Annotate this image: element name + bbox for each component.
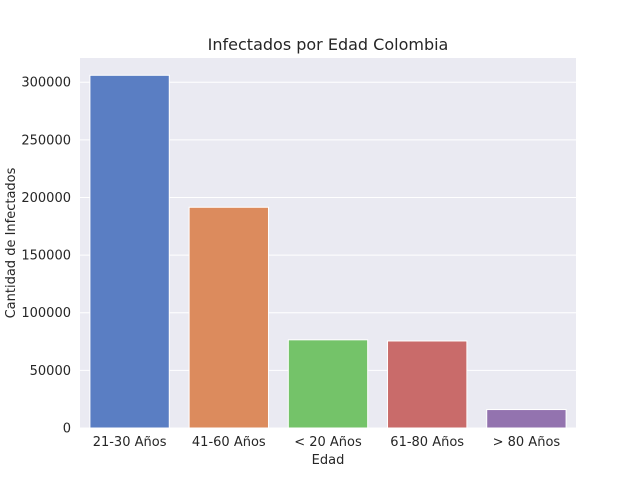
bar	[387, 340, 468, 429]
y-tick-label: 200000	[21, 191, 71, 206]
x-axis-label: Edad	[312, 453, 345, 468]
x-tick-label: 61-80 Años	[390, 435, 464, 450]
bars	[89, 74, 567, 429]
chart-title: Infectados por Edad Colombia	[208, 35, 449, 54]
y-axis-label: Cantidad de Infectados	[4, 167, 19, 318]
y-tick-label: 300000	[21, 76, 71, 91]
bar	[486, 409, 567, 429]
y-tick-labels: 0 50000 100000 150000 200000 250000 300000	[21, 76, 71, 437]
bar	[287, 339, 369, 429]
x-tick-label: 21-30 Años	[93, 435, 167, 450]
y-tick-label: 0	[63, 422, 71, 437]
y-tick-label: 150000	[21, 249, 71, 264]
bar	[89, 74, 170, 429]
y-tick-label: 100000	[21, 306, 71, 321]
bar	[188, 206, 269, 429]
x-tick-label: > 80 Años	[493, 435, 561, 450]
x-tick-labels: 21-30 Años 41-60 Años < 20 Años 61-80 Años >…	[93, 435, 561, 450]
y-tick-label: 50000	[30, 364, 71, 379]
y-tick-label: 250000	[21, 133, 71, 148]
x-tick-label: < 20 Años	[294, 435, 362, 450]
x-tick-label: 41-60 Años	[192, 435, 266, 450]
